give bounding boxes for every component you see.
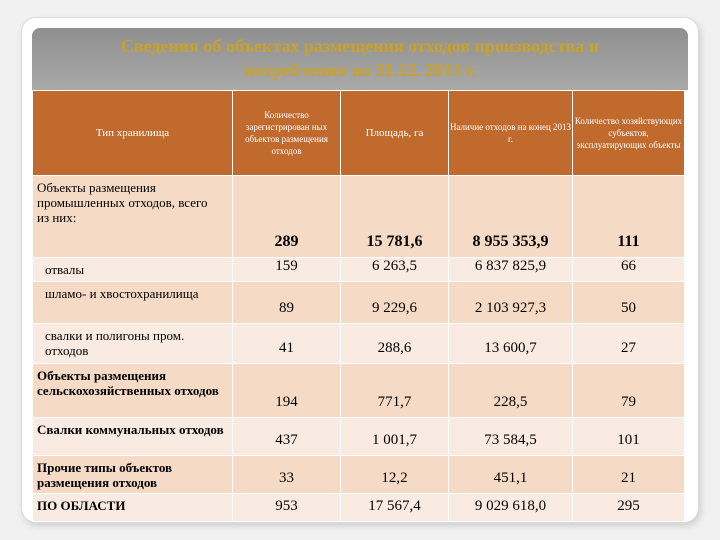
table-row: Объекты размещения промышленных отходов,…	[32, 175, 685, 258]
table-row: шламо- и хвостохранилища 89 9 229,6 2 10…	[32, 281, 685, 324]
cell-area: 12,2	[340, 455, 449, 494]
header-type: Тип хранилища	[32, 90, 233, 176]
cell-subjects: 101	[572, 417, 685, 456]
table-row: Прочие типы объектов размещения отходов …	[32, 455, 685, 494]
cell-subjects: 66	[572, 257, 685, 282]
table-row: ПО ОБЛАСТИ 953 17 567,4 9 029 618,0 295	[32, 493, 685, 522]
cell-count: 159	[232, 257, 341, 282]
row-label: шламо- и хвостохранилища	[32, 281, 233, 324]
cell-subjects: 111	[572, 175, 685, 258]
header-area: Площадь, га	[340, 90, 449, 176]
table-row: отвалы 159 6 263,5 6 837 825,9 66	[32, 257, 685, 282]
cell-area: 15 781,6	[340, 175, 449, 258]
header-count: Количество зарегистрирован ных объектов …	[232, 90, 341, 176]
title-line-1: Сведения об объектах размещения отходов …	[120, 36, 600, 56]
cell-count: 41	[232, 323, 341, 364]
cell-waste: 228,5	[448, 363, 573, 418]
cell-waste: 8 955 353,9	[448, 175, 573, 258]
row-sublabel: из них:	[37, 210, 77, 225]
row-label: свалки и полигоны пром. отходов	[32, 323, 233, 364]
waste-table-wrap: Тип хранилища Количество зарегистрирован…	[32, 90, 685, 522]
cell-count: 953	[232, 493, 341, 522]
table-row: Объекты размещения сельскохозяйственных …	[32, 363, 685, 418]
cell-waste: 73 584,5	[448, 417, 573, 456]
cell-subjects: 79	[572, 363, 685, 418]
cell-area: 17 567,4	[340, 493, 449, 522]
row-label: Объекты размещения сельскохозяйственных …	[32, 363, 233, 418]
cell-waste: 13 600,7	[448, 323, 573, 364]
row-label: ПО ОБЛАСТИ	[32, 493, 233, 522]
cell-waste: 451,1	[448, 455, 573, 494]
slide-title: Сведения об объектах размещения отходов …	[32, 34, 688, 82]
cell-subjects: 21	[572, 455, 685, 494]
row-label: отвалы	[32, 257, 233, 282]
title-line-2: потребления на 31.12. 2013 г.	[243, 60, 477, 80]
cell-waste: 9 029 618,0	[448, 493, 573, 522]
title-band	[32, 28, 688, 90]
cell-count: 33	[232, 455, 341, 494]
header-waste: Наличие отходов на конец 2013 г.	[448, 90, 573, 176]
row-label: Объекты размещения промышленных отходов,…	[32, 175, 233, 258]
table-row: свалки и полигоны пром. отходов 41 288,6…	[32, 323, 685, 364]
cell-waste: 2 103 927,3	[448, 281, 573, 324]
cell-area: 1 001,7	[340, 417, 449, 456]
cell-count: 289	[232, 175, 341, 258]
cell-subjects: 295	[572, 493, 685, 522]
table-row: Свалки коммунальных отходов 437 1 001,7 …	[32, 417, 685, 456]
row-label: Прочие типы объектов размещения отходов	[32, 455, 233, 494]
cell-count: 89	[232, 281, 341, 324]
cell-subjects: 27	[572, 323, 685, 364]
cell-area: 288,6	[340, 323, 449, 364]
cell-count: 194	[232, 363, 341, 418]
cell-area: 6 263,5	[340, 257, 449, 282]
cell-subjects: 50	[572, 281, 685, 324]
cell-area: 771,7	[340, 363, 449, 418]
header-row: Тип хранилища Количество зарегистрирован…	[32, 90, 685, 176]
cell-area: 9 229,6	[340, 281, 449, 324]
row-label: Свалки коммунальных отходов	[32, 417, 233, 456]
header-subjects: Количество хозяйствующих субъектов, эксп…	[572, 90, 685, 176]
cell-waste: 6 837 825,9	[448, 257, 573, 282]
waste-table: Тип хранилища Количество зарегистрирован…	[32, 90, 685, 522]
cell-count: 437	[232, 417, 341, 456]
